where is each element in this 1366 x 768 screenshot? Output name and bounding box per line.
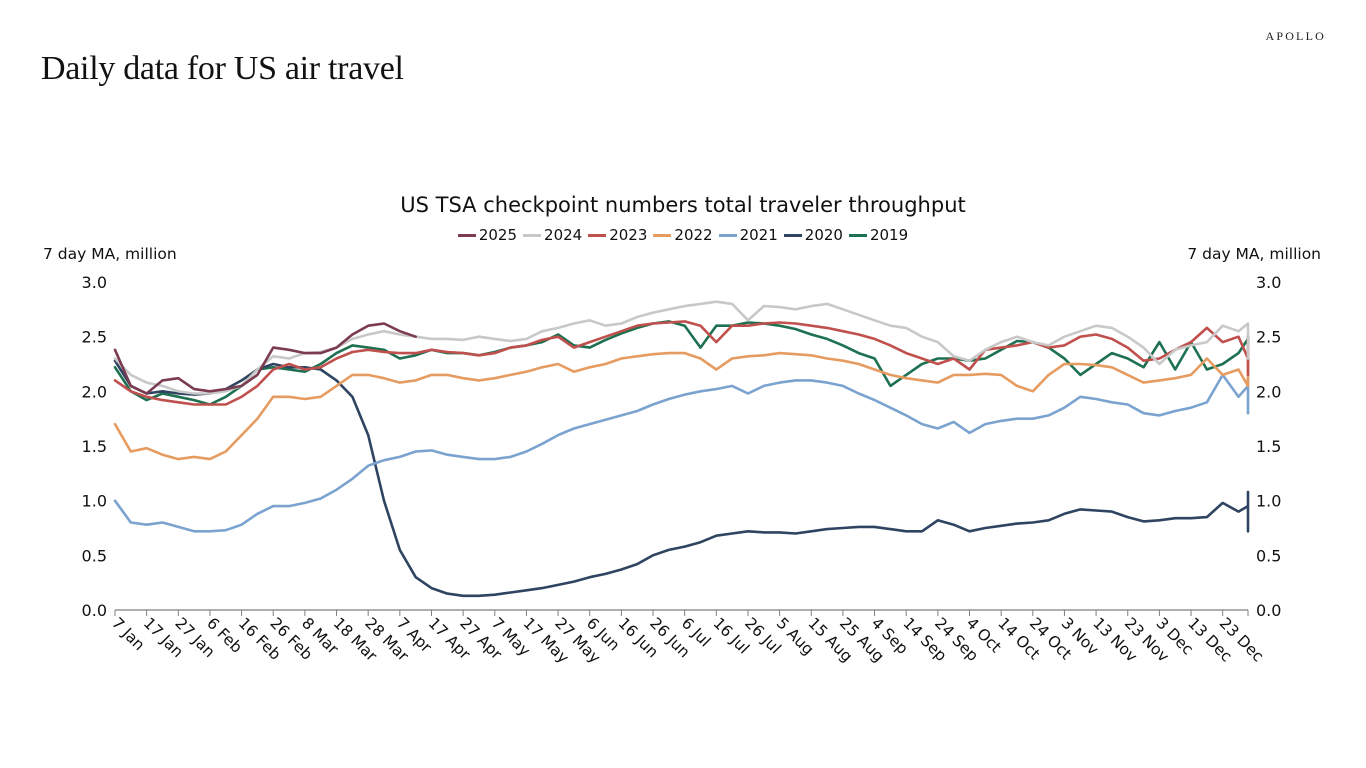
series-line-2025 (113, 322, 418, 395)
legend-item-2021: 2021 (718, 226, 778, 244)
legend-swatch (718, 233, 737, 237)
legend-label: 2024 (544, 226, 583, 244)
y-tick-label-left: 1.5 (82, 437, 107, 456)
legend-item-2024: 2024 (523, 226, 582, 244)
chart-title: US TSA checkpoint numbers total traveler… (400, 193, 966, 217)
y-tick-label-left: 0.0 (82, 601, 107, 620)
legend-item-2022: 2022 (653, 226, 713, 244)
series-line-2020 (113, 359, 1250, 598)
legend-label: 2023 (609, 226, 648, 244)
legend-label: 2019 (869, 226, 909, 244)
y-tick-label-right: 0.0 (1256, 601, 1281, 620)
legend-label: 2022 (674, 226, 713, 244)
chart-legend: 2025 2024 2023 2022 2021 2020 2019 (0, 226, 1366, 244)
legend-swatch (457, 233, 476, 237)
y-tick-label-right: 1.0 (1256, 492, 1281, 511)
y-tick-label-left: 3.0 (82, 273, 107, 292)
y-tick-label-left: 1.0 (82, 492, 107, 511)
y-tick-label-right: 0.5 (1256, 546, 1281, 565)
legend-label: 2025 (478, 226, 518, 244)
y-tick-label-right: 3.0 (1256, 273, 1281, 292)
series-line-2021 (113, 373, 1250, 533)
legend-item-2019: 2019 (848, 226, 909, 244)
legend-item-2025: 2025 (457, 226, 518, 244)
legend-swatch (783, 233, 802, 237)
legend-item-2020: 2020 (783, 226, 843, 244)
legend-swatch (523, 233, 542, 237)
legend-label: 2020 (804, 226, 843, 244)
y-axis-right-label: 7 day MA, million (1187, 245, 1321, 263)
legend-swatch (848, 233, 867, 237)
x-tick-label: 7 Jan (108, 614, 148, 654)
legend-label: 2021 (739, 226, 778, 244)
legend-swatch (653, 233, 672, 237)
y-tick-label-right: 1.5 (1256, 437, 1281, 456)
y-tick-label-left: 0.5 (82, 546, 107, 565)
y-tick-label-right: 2.5 (1256, 328, 1281, 347)
legend-swatch (588, 233, 607, 237)
page-title: Daily data for US air travel (41, 50, 404, 87)
series-line-2024 (113, 300, 1250, 395)
y-tick-label-right: 2.0 (1256, 382, 1281, 401)
brand-logo: APOLLO (1265, 29, 1326, 43)
y-tick-label-left: 2.0 (82, 382, 107, 401)
y-axis-left-label: 7 day MA, million (43, 245, 177, 263)
series-line-2023 (113, 320, 1250, 406)
series-line-2022 (113, 351, 1250, 461)
y-tick-label-left: 2.5 (82, 328, 107, 347)
legend-item-2023: 2023 (588, 226, 647, 244)
